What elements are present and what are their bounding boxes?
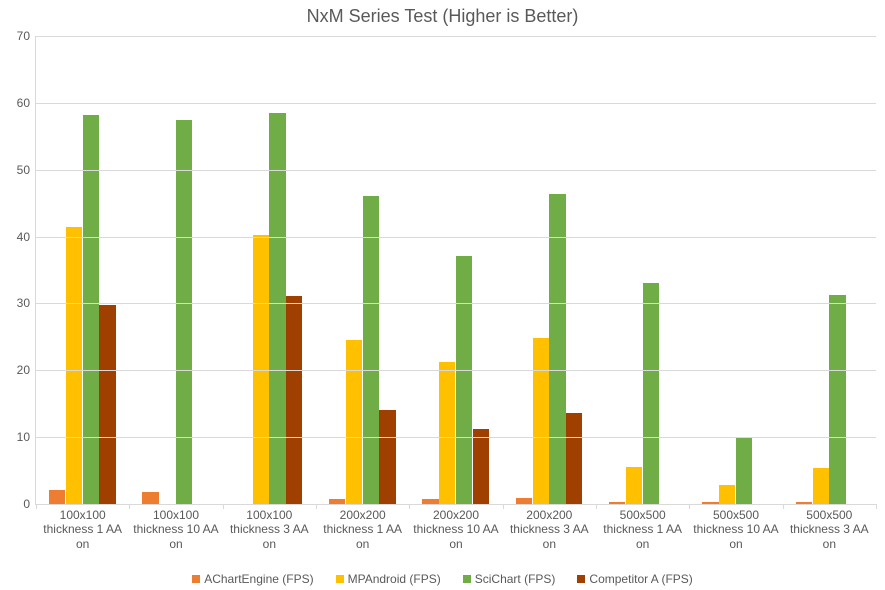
gridline xyxy=(36,103,876,104)
legend-swatch xyxy=(577,575,585,583)
legend: AChartEngine (FPS) MPAndroid (FPS) SciChar… xyxy=(0,572,885,586)
x-tick xyxy=(876,504,877,509)
y-tick-label: 40 xyxy=(17,230,36,244)
bar xyxy=(643,283,659,504)
bar xyxy=(346,340,362,504)
bar xyxy=(83,115,99,504)
bars-layer xyxy=(36,36,876,504)
legend-label: MPAndroid (FPS) xyxy=(348,572,441,586)
bar xyxy=(363,196,379,504)
gridline xyxy=(36,237,876,238)
legend-item: SciChart (FPS) xyxy=(463,572,556,586)
gridline xyxy=(36,370,876,371)
gridline xyxy=(36,36,876,37)
bar xyxy=(176,120,192,504)
bar xyxy=(829,295,845,504)
x-category-label: 200x200 thickness 1 AA on xyxy=(316,504,409,551)
legend-item: Competitor A (FPS) xyxy=(577,572,692,586)
bar xyxy=(456,256,472,504)
gridline xyxy=(36,303,876,304)
y-tick-label: 50 xyxy=(17,163,36,177)
legend-item: AChartEngine (FPS) xyxy=(192,572,313,586)
bar xyxy=(549,194,565,504)
bar xyxy=(379,410,395,504)
bar xyxy=(736,438,752,504)
x-category-label: 500x500 thickness 3 AA on xyxy=(783,504,876,551)
bar xyxy=(813,468,829,504)
x-category-label: 200x200 thickness 10 AA on xyxy=(409,504,502,551)
fps-chart: NxM Series Test (Higher is Better) 01020… xyxy=(0,0,885,590)
x-category-label: 100x100 thickness 10 AA on xyxy=(129,504,222,551)
gridline xyxy=(36,170,876,171)
y-tick-label: 10 xyxy=(17,430,36,444)
bar xyxy=(566,413,582,504)
legend-swatch xyxy=(192,575,200,583)
bar xyxy=(533,338,549,504)
legend-label: AChartEngine (FPS) xyxy=(204,572,313,586)
gridline xyxy=(36,437,876,438)
x-category-label: 500x500 thickness 1 AA on xyxy=(596,504,689,551)
legend-item: MPAndroid (FPS) xyxy=(336,572,441,586)
bar xyxy=(49,490,65,504)
x-category-label: 100x100 thickness 1 AA on xyxy=(36,504,129,551)
bar xyxy=(286,296,302,504)
bar xyxy=(66,227,82,504)
bar xyxy=(473,429,489,504)
x-category-label: 200x200 thickness 3 AA on xyxy=(503,504,596,551)
y-tick-label: 0 xyxy=(23,497,36,511)
bar xyxy=(253,235,269,504)
bar xyxy=(269,113,285,504)
x-category-label: 100x100 thickness 3 AA on xyxy=(223,504,316,551)
bar xyxy=(142,492,158,504)
legend-label: SciChart (FPS) xyxy=(475,572,556,586)
bar xyxy=(99,305,115,504)
y-tick-label: 30 xyxy=(17,296,36,310)
y-tick-label: 60 xyxy=(17,96,36,110)
legend-swatch xyxy=(336,575,344,583)
legend-label: Competitor A (FPS) xyxy=(589,572,692,586)
legend-swatch xyxy=(463,575,471,583)
y-tick-label: 20 xyxy=(17,363,36,377)
y-tick-label: 70 xyxy=(17,29,36,43)
x-category-label: 500x500 thickness 10 AA on xyxy=(689,504,782,551)
bar xyxy=(626,467,642,504)
bar xyxy=(719,485,735,504)
bar xyxy=(439,362,455,504)
chart-title: NxM Series Test (Higher is Better) xyxy=(0,6,885,27)
plot-area: 010203040506070100x100 thickness 1 AA on… xyxy=(35,36,876,505)
